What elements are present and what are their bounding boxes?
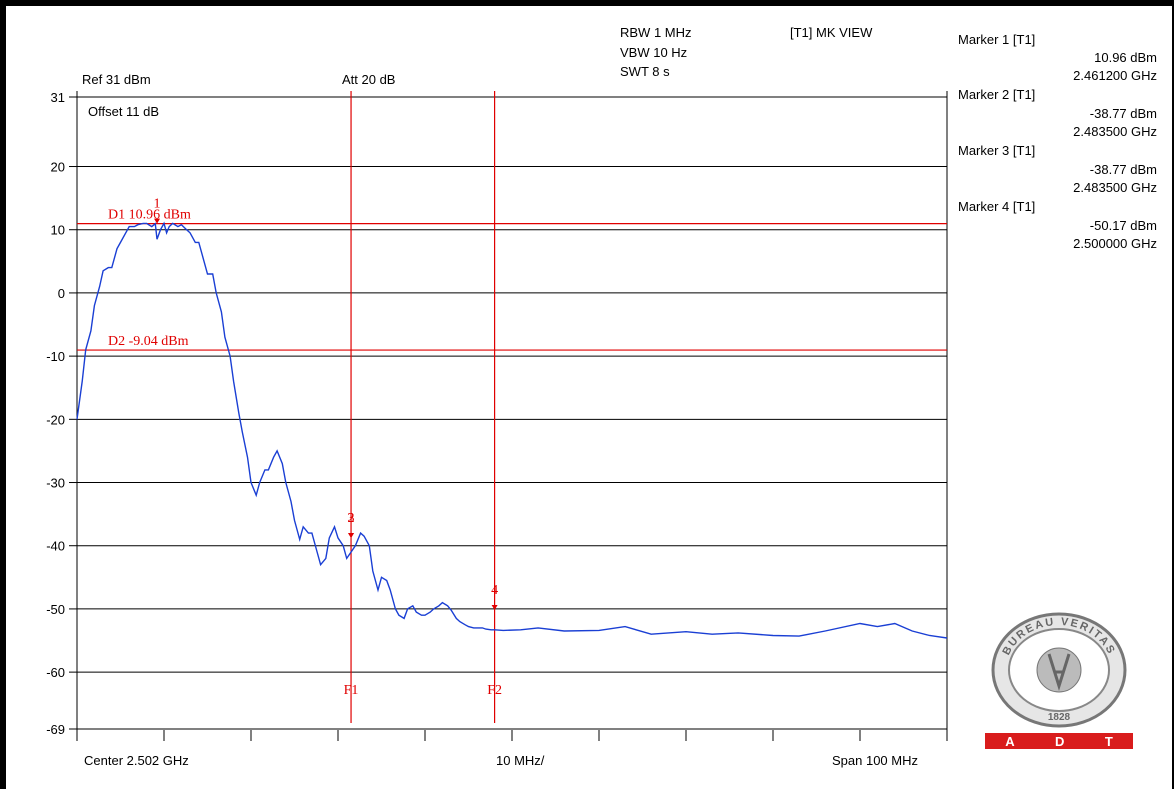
x-axis (76, 730, 948, 741)
marker-2-frequency: 2.483500 GHz (1073, 124, 1157, 139)
marker-4-label: 4 (491, 583, 498, 598)
rbw-label: RBW 1 MHz (620, 25, 692, 40)
swt-label: SWT 8 s (620, 64, 670, 79)
y-tick-label: -10 (46, 349, 65, 364)
frequency-line-label-1: F1 (344, 683, 359, 698)
center-frequency-label: Center 2.502 GHz (84, 753, 189, 768)
ref-level-label: Ref 31 dBm (82, 72, 151, 87)
y-tick-label: 20 (51, 160, 65, 175)
frequency-lines: F1 F2 (344, 91, 502, 723)
offset-label: Offset 11 dB (88, 104, 159, 119)
markers: 1 23 4 (154, 197, 498, 610)
svg-text:1828: 1828 (1048, 712, 1071, 723)
marker-4-level: -50.17 dBm (1089, 218, 1157, 233)
marker-3-level: -38.77 dBm (1089, 162, 1157, 177)
adt-letter-t: T (1104, 733, 1113, 749)
marker-3-label: Marker 3 [T1] (958, 143, 1036, 158)
display-line-label-1: D1 10.96 dBm (108, 208, 191, 223)
adt-letter-d: D (1055, 733, 1065, 749)
marker-1-label: 1 (154, 197, 161, 212)
frequency-line-label-2: F2 (487, 683, 502, 698)
grid (76, 91, 948, 741)
y-tick-label: -30 (46, 476, 65, 491)
marker-1-symbol (154, 218, 161, 224)
marker-4-label: Marker 4 [T1] (958, 199, 1036, 214)
marker-2-label: Marker 2 [T1] (958, 87, 1036, 102)
y-tick-label: -60 (46, 665, 65, 680)
marker-4-symbol (491, 604, 498, 610)
spectrum-trace (76, 221, 948, 639)
marker-1-frequency: 2.461200 GHz (1073, 68, 1157, 83)
adt-banner: A D T (985, 733, 1133, 749)
adt-letter-a: A (1005, 733, 1015, 749)
span-label: Span 100 MHz (832, 753, 918, 768)
y-tick-label: 10 (51, 223, 65, 238)
marker-3-symbol (348, 532, 355, 538)
display-lines: D1 10.96 dBm D2 -9.04 dBm (77, 208, 947, 351)
attenuation-label: Att 20 dB (342, 72, 395, 87)
y-tick-label: -20 (46, 412, 65, 427)
y-tick-label: -50 (46, 602, 65, 617)
marker-2-level: -38.77 dBm (1089, 106, 1157, 121)
marker-3-label: 3 (348, 511, 355, 526)
bureau-veritas-seal-icon: BUREAU VERITAS 1828 (991, 612, 1127, 728)
y-tick-label: 31 (51, 90, 65, 105)
display-line-label-2: D2 -9.04 dBm (108, 334, 189, 349)
view-label: [T1] MK VIEW (790, 25, 873, 40)
y-tick-label: -40 (46, 539, 65, 554)
marker-1-label: Marker 1 [T1] (958, 32, 1036, 47)
y-tick-label: -69 (46, 722, 65, 737)
marker-2-label: 2 (348, 511, 355, 526)
marker-3-frequency: 2.483500 GHz (1073, 180, 1157, 195)
frequency-per-division-label: 10 MHz/ (496, 753, 545, 768)
marker-4-frequency: 2.500000 GHz (1073, 236, 1157, 251)
vbw-label: VBW 10 Hz (620, 45, 687, 60)
y-tick-label: 0 (58, 286, 65, 301)
y-axis: 31 20 10 0 -10 -20 -30 -40 -50 -60 -69 (46, 90, 77, 737)
marker-1-level: 10.96 dBm (1094, 50, 1157, 65)
